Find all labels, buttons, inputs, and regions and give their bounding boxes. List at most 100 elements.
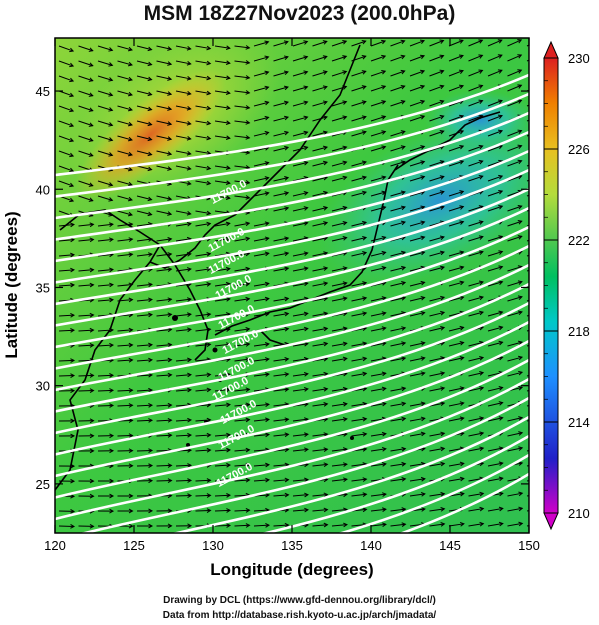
wind-arrow [156, 135, 173, 141]
wind-arrow [253, 191, 270, 197]
wind-arrow [312, 522, 329, 528]
wind-arrow [234, 90, 251, 95]
wind-arrow [214, 45, 231, 51]
wind-arrow [234, 402, 251, 408]
wind-arrow [448, 401, 465, 407]
wind-arrow [351, 356, 368, 362]
wind-arrow [507, 159, 523, 167]
wind-arrow [351, 341, 368, 347]
wind-arrow [292, 447, 309, 453]
wind-arrow [390, 250, 407, 257]
wind-arrow [448, 190, 465, 197]
wind-arrow [448, 69, 464, 77]
wind-arrow [331, 462, 348, 467]
wind-arrow [292, 115, 309, 122]
wind-arrow [117, 75, 133, 82]
wind-arrow [390, 69, 406, 77]
wind-arrow [507, 295, 523, 302]
wind-arrow [156, 267, 173, 272]
wind-arrow [448, 280, 465, 287]
wind-arrow [448, 521, 465, 527]
wind-arrow [156, 417, 173, 423]
wind-arrow [58, 90, 75, 98]
wind-arrow [78, 267, 95, 273]
wind-arrow [117, 120, 133, 127]
wind-arrow [175, 387, 192, 393]
wind-arrow [487, 446, 504, 452]
wind-arrow [370, 492, 387, 497]
wind-arrow [487, 235, 504, 242]
contour-line [55, 206, 529, 327]
wind-arrow [97, 448, 115, 454]
wind-arrow [429, 69, 445, 77]
contour-line [55, 73, 529, 177]
wind-arrow [214, 165, 231, 171]
wind-arrow [58, 180, 75, 188]
wind-arrow [117, 60, 133, 67]
wind-arrow [448, 84, 465, 92]
wind-arrow [195, 387, 212, 393]
wind-arrow [234, 165, 251, 170]
wind-arrow [156, 150, 173, 156]
wind-arrow [195, 282, 212, 287]
wind-arrow [234, 447, 251, 453]
wind-arrow [429, 295, 446, 302]
wind-arrow [370, 386, 387, 392]
wind-arrow [468, 280, 484, 287]
contour-line [55, 263, 529, 392]
wind-arrow [234, 120, 251, 125]
wind-arrow [390, 446, 407, 452]
wind-arrow [507, 280, 523, 287]
wind-arrow [234, 75, 251, 80]
wind-arrow [409, 295, 426, 302]
wind-arrow [448, 205, 465, 212]
wind-arrow [78, 105, 94, 112]
wind-arrow [292, 326, 309, 332]
wind-arrow [390, 265, 407, 272]
colorbar: 230 226 222 218 214 210 [543, 40, 590, 531]
colorbar-tick-label: 222 [568, 233, 590, 248]
wind-arrow [312, 70, 328, 77]
wind-arrow [78, 75, 94, 82]
wind-arrow [136, 523, 154, 529]
wind-arrow [351, 100, 367, 107]
wind-arrow [468, 69, 484, 77]
wind-arrow [175, 327, 192, 333]
wind-arrow [136, 478, 154, 484]
wind-arrow [429, 401, 446, 407]
wind-arrow [292, 311, 309, 317]
wind-arrow [409, 205, 426, 212]
wind-arrow [370, 507, 387, 512]
wind-arrow [292, 417, 309, 422]
wind-arrow [78, 150, 94, 157]
wind-arrow [97, 237, 114, 243]
wind-arrow [390, 507, 407, 512]
colorbar-tick-label: 214 [568, 415, 590, 430]
wind-arrow [448, 295, 465, 302]
wind-arrow [390, 39, 406, 47]
wind-arrow [390, 190, 406, 197]
map-field: 11700.011700.011700.011700.011700.011700… [55, 38, 529, 533]
x-tick-label: 140 [360, 538, 382, 553]
colorbar-min-arrow [543, 512, 559, 531]
wind-arrow [429, 265, 445, 272]
wind-arrow [487, 401, 504, 407]
wind-arrow [468, 355, 485, 362]
wind-arrow [468, 144, 484, 152]
wind-arrow [97, 267, 114, 273]
wind-arrow [195, 210, 212, 216]
wind-arrow [429, 431, 446, 437]
wind-arrow [78, 180, 94, 187]
wind-arrow [117, 45, 133, 52]
wind-arrow [292, 432, 309, 437]
wind-arrow [156, 60, 173, 66]
wind-arrow [292, 477, 309, 483]
wind-arrow [487, 250, 504, 257]
wind-arrow [390, 416, 407, 422]
wind-arrow [97, 403, 115, 408]
wind-arrow [370, 326, 387, 332]
wind-arrow [214, 105, 231, 111]
wind-arrow [507, 220, 523, 227]
wind-arrow [448, 144, 465, 152]
wind-arrow [58, 120, 75, 128]
